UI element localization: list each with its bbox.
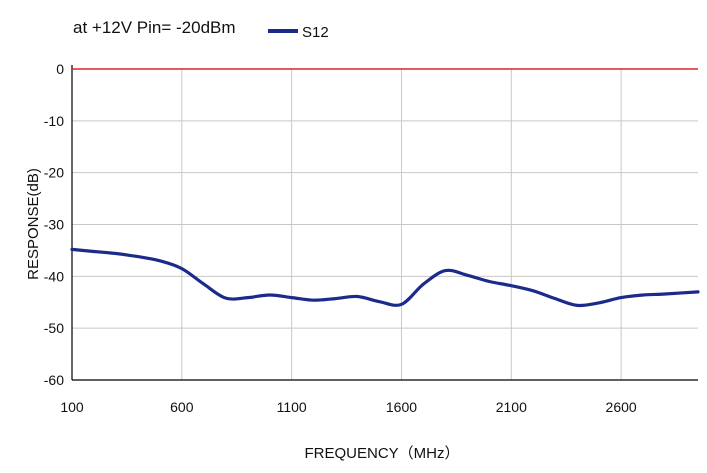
y-tick-label: -10	[44, 113, 64, 129]
series-layer	[70, 247, 700, 308]
data-point	[356, 295, 359, 298]
data-point	[422, 283, 425, 285]
data-point	[642, 294, 644, 296]
y-tick-label: 0	[56, 61, 64, 77]
axes	[71, 65, 698, 381]
legend-label-s12: S12	[302, 24, 329, 41]
y-tick-label: -20	[44, 165, 64, 181]
chart-caption: at +12V Pin= -20dBm	[73, 18, 236, 37]
x-tick-label: 2100	[496, 399, 527, 415]
y-tick-label: -40	[44, 268, 64, 284]
data-point	[510, 284, 513, 287]
y-tick-labels: 0 -10 -20 -30 -40 -50 -60	[44, 61, 64, 388]
x-tick-label: 1100	[277, 399, 307, 415]
data-point	[159, 260, 161, 262]
data-point	[598, 302, 600, 304]
data-point	[620, 296, 622, 299]
data-point	[697, 291, 699, 293]
data-point	[246, 296, 249, 299]
data-point	[225, 297, 227, 299]
data-point	[181, 267, 183, 270]
y-tick-label: -60	[44, 372, 64, 388]
data-point	[203, 283, 205, 285]
data-point	[378, 300, 381, 303]
data-point	[444, 269, 447, 272]
x-tick-label: 1600	[386, 399, 417, 415]
x-tick-label: 2600	[606, 399, 637, 415]
x-tick-labels: 100 600 1100 1600 2100 2600	[60, 399, 637, 415]
y-axis-title: RESPONSE(dB)	[25, 168, 42, 280]
data-point	[488, 280, 491, 283]
grid	[72, 68, 698, 380]
data-point	[71, 248, 73, 251]
x-tick-label: 600	[170, 399, 194, 415]
data-point	[466, 274, 469, 277]
data-point	[334, 297, 337, 300]
series-line-s12	[70, 247, 700, 308]
y-tick-label: -30	[44, 217, 64, 233]
data-point	[115, 252, 117, 255]
x-axis-title: FREQUENCY（MHz）	[304, 445, 459, 462]
data-point	[93, 250, 95, 253]
data-point	[137, 255, 139, 258]
y-tick-label: -50	[44, 320, 64, 336]
legend: S12	[268, 24, 329, 41]
data-point	[664, 293, 666, 295]
data-point	[312, 299, 315, 302]
data-point	[532, 290, 535, 292]
data-point	[268, 294, 271, 296]
data-point	[400, 303, 403, 306]
data-point	[290, 296, 293, 299]
x-tick-label: 100	[60, 399, 84, 415]
data-point	[554, 297, 556, 300]
data-point	[576, 304, 578, 307]
